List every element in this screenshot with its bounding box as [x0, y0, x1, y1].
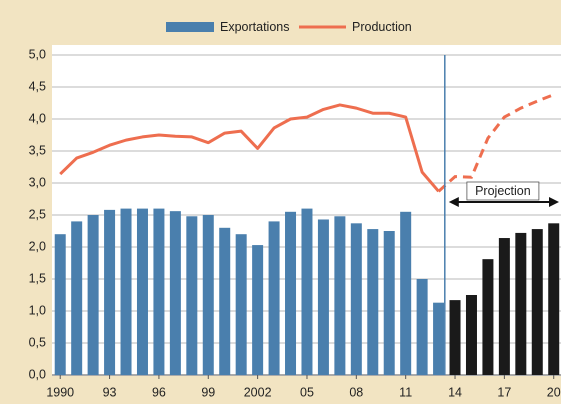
legend-label: Production	[352, 20, 412, 34]
bar	[219, 227, 231, 375]
bar	[235, 234, 247, 375]
y-tick-label: 1,5	[29, 271, 46, 285]
y-tick-label: 0,0	[29, 367, 46, 381]
line-series	[59, 103, 440, 193]
annotation: Projection	[475, 184, 531, 198]
legend-swatch	[166, 22, 214, 32]
bar	[531, 229, 543, 375]
y-tick-label: 3,5	[29, 143, 46, 157]
bar	[120, 208, 132, 375]
bar	[383, 231, 395, 375]
x-tick-label: 11	[399, 385, 412, 399]
bar	[54, 234, 66, 375]
legend-label: Exportations	[220, 20, 289, 34]
bar	[465, 295, 477, 375]
bar	[71, 221, 83, 375]
y-tick-label: 5,0	[29, 47, 46, 61]
bar	[285, 211, 297, 375]
y-tick-label: 3,0	[29, 175, 46, 189]
bar	[268, 221, 280, 375]
x-tick-label: 99	[201, 385, 215, 399]
bar	[400, 211, 412, 375]
line-series-projection	[437, 93, 555, 193]
x-tick-label: 05	[300, 385, 314, 399]
bar	[153, 208, 165, 375]
bar	[317, 219, 329, 375]
arrow-head	[549, 197, 559, 207]
bar	[136, 208, 148, 375]
arrow-head	[448, 197, 459, 207]
bar	[169, 211, 181, 375]
y-tick-label: 1,0	[29, 303, 46, 317]
x-tick-label: 17	[497, 385, 511, 399]
bar	[350, 223, 362, 375]
bar	[87, 215, 99, 375]
annotation-box	[466, 181, 540, 201]
bar	[449, 300, 461, 375]
bar	[482, 259, 494, 375]
bar	[334, 216, 346, 375]
bar	[202, 215, 214, 375]
bar	[301, 208, 313, 375]
y-tick-label: 2,5	[29, 207, 46, 221]
bar	[252, 245, 264, 375]
y-tick-label: 2,0	[29, 239, 46, 253]
x-tick-label: 1990	[46, 385, 74, 399]
bar	[498, 238, 510, 375]
bar	[104, 209, 116, 375]
x-tick-label: 14	[448, 385, 462, 399]
x-tick-label: 96	[152, 385, 166, 399]
bar	[515, 232, 527, 375]
bar	[367, 229, 379, 375]
bar	[186, 216, 198, 375]
x-tick-label: 2002	[244, 385, 272, 399]
x-tick-label: 08	[349, 385, 363, 399]
bar	[416, 279, 428, 375]
x-tick-label: 93	[103, 385, 117, 399]
y-tick-label: 4,5	[29, 79, 46, 93]
y-tick-label: 4,0	[29, 111, 46, 125]
bar	[433, 302, 445, 375]
y-tick-label: 0,5	[29, 335, 46, 349]
x-tick-label: 20	[547, 385, 561, 399]
bar	[548, 223, 560, 375]
